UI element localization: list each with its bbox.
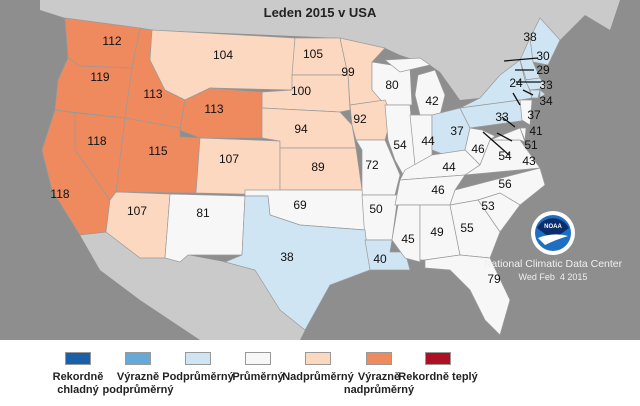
- rank-label-ct: 37: [527, 108, 541, 122]
- rank-label-nd: 105: [303, 47, 323, 61]
- rank-label-ia: 92: [353, 112, 367, 126]
- rank-label-wa: 112: [102, 34, 121, 48]
- rank-label-sd: 100: [291, 84, 311, 98]
- rank-label-wy: 113: [204, 102, 223, 116]
- rank-label-nh: 30: [536, 49, 550, 63]
- rank-label-de: 51: [524, 138, 538, 152]
- state-mi-upper: [384, 57, 431, 73]
- legend-swatch: [65, 352, 91, 365]
- rank-label-ri: 34: [539, 94, 553, 108]
- rank-label-ma: 33: [539, 78, 553, 92]
- rank-label-mn: 99: [341, 65, 355, 79]
- rank-label-in: 44: [421, 134, 435, 148]
- noaa-logo-text: NOAA: [544, 224, 562, 230]
- rank-label-al: 49: [430, 225, 444, 239]
- legend-item: Výrazně podprůměrný: [93, 352, 183, 397]
- state-ma: [524, 77, 549, 91]
- legend-swatch: [125, 352, 151, 365]
- canada-land: [40, 0, 620, 100]
- mexico-land: [80, 232, 305, 340]
- rank-label-ut: 115: [148, 144, 167, 158]
- legend-label: Rekordně teplý: [398, 371, 478, 383]
- legend-label: Výrazně podprůměrný: [102, 371, 174, 396]
- rank-label-ok: 69: [293, 198, 307, 212]
- legend-label: Výrazně nadprůměrný: [343, 371, 415, 396]
- rank-label-ga: 55: [460, 221, 474, 235]
- legend-item: Průměrný: [213, 352, 303, 384]
- legend-swatch: [245, 352, 271, 365]
- legend-item: Výrazně nadprůměrný: [334, 352, 424, 397]
- rank-label-oh: 37: [450, 124, 464, 138]
- rank-label-me: 38: [523, 30, 537, 44]
- state-ga: [449, 199, 501, 259]
- rank-label-mi: 42: [425, 94, 439, 108]
- legend-swatch: [305, 352, 331, 365]
- credit-date: Wed Feb 4 2015: [519, 272, 588, 282]
- state-ri: [539, 89, 546, 99]
- rank-label-md: 43: [522, 154, 536, 168]
- rank-label-wi: 80: [385, 78, 399, 92]
- rank-label-nm: 81: [196, 206, 210, 220]
- state-fl: [424, 254, 511, 336]
- legend-label: Průměrný: [232, 371, 284, 383]
- rank-label-wv: 46: [471, 142, 485, 156]
- state-polygons: [41, 17, 561, 336]
- legend-item: Nadprůměrný: [273, 352, 363, 384]
- rank-label-az: 107: [127, 204, 147, 218]
- rank-label-nc: 56: [498, 177, 512, 191]
- rank-label-ks: 89: [311, 160, 325, 174]
- map-title: Leden 2015 v USA: [264, 5, 377, 20]
- rank-label-va: 54: [498, 149, 512, 163]
- us-map: 112 119 113 104 105 99 100 113 80 42 24 38 118 118 115…: [0, 0, 640, 340]
- state-tx: [223, 195, 371, 331]
- rank-label-id: 113: [143, 87, 162, 101]
- state-co: [195, 137, 281, 196]
- noaa-logo: NOAA: [531, 211, 575, 255]
- rank-label-fl: 79: [487, 272, 501, 286]
- credit-org: National Climatic Data Center: [484, 258, 623, 270]
- rank-label-la: 40: [373, 252, 387, 266]
- rank-label-ms: 45: [401, 232, 415, 246]
- rank-label-or: 119: [90, 70, 109, 84]
- legend-label: Rekordně chladný: [52, 371, 104, 396]
- rank-label-tn: 46: [431, 183, 445, 197]
- rank-labels: 112 119 113 104 105 99 100 113 80 42 24 38 118 118 115…: [50, 30, 553, 286]
- rank-label-sc: 53: [481, 199, 495, 213]
- rank-label-nj: 41: [529, 124, 543, 138]
- legend-swatch: [185, 352, 211, 365]
- leader-lines: [482, 57, 540, 156]
- legend-swatch: [366, 352, 392, 365]
- legend-label: Nadprůměrný: [282, 371, 354, 383]
- rank-label-ne: 94: [294, 122, 308, 136]
- rank-label-co: 107: [219, 152, 239, 166]
- legend-item: Rekordně chladný: [33, 352, 123, 397]
- rank-label-mo: 72: [365, 158, 379, 172]
- rank-label-tx: 38: [280, 250, 294, 264]
- legend-item: Rekordně teplý: [393, 352, 483, 384]
- rank-label-ny: 24: [509, 76, 523, 90]
- rank-label-mt: 104: [213, 48, 233, 62]
- rank-label-pa: 33: [495, 110, 509, 124]
- state-nj: [519, 99, 533, 126]
- legend-swatch: [425, 352, 451, 365]
- legend-item: Podprůměrný: [153, 352, 243, 384]
- state-nm: [164, 193, 246, 263]
- rank-label-nv: 118: [87, 134, 106, 148]
- rank-label-ar: 50: [369, 202, 383, 216]
- state-ms: [391, 204, 421, 263]
- legend-label: Podprůměrný: [162, 371, 234, 383]
- rank-label-il: 54: [393, 138, 407, 152]
- rank-label-vt: 29: [536, 63, 550, 77]
- rank-label-ky: 44: [442, 160, 456, 174]
- rank-label-ca: 118: [50, 187, 69, 201]
- state-ct: [529, 89, 541, 99]
